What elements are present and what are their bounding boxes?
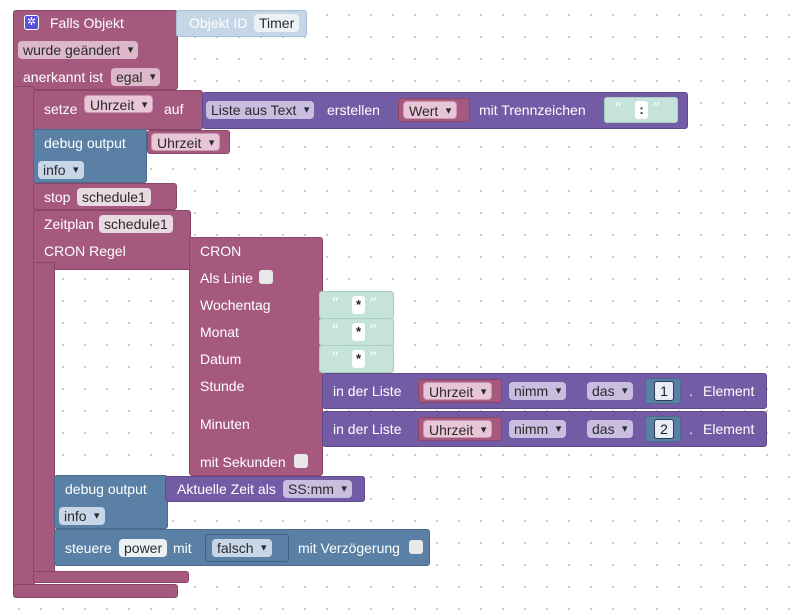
minutes-take-dropdown[interactable]: nimm — [509, 420, 567, 438]
minutes-index-value[interactable]: 2 — [654, 419, 674, 439]
separator-label: mit Trennzeichen — [479, 102, 586, 118]
hour-element-label: Element — [703, 383, 755, 399]
as-line-checkbox[interactable] — [259, 270, 273, 284]
minutes-variable-dropdown[interactable]: Uhrzeit — [423, 420, 493, 439]
object-id-label: Objekt ID — [189, 15, 248, 31]
date-value[interactable]: * — [352, 350, 365, 368]
control-with-label: mit — [173, 540, 192, 556]
schedule-label: Zeitplan — [44, 216, 94, 232]
schedule-name[interactable]: schedule1 — [99, 215, 173, 233]
control-delay-label: mit Verzögerung — [298, 540, 400, 556]
control-label: steuere — [65, 540, 112, 556]
debug-label-1: debug output — [44, 135, 126, 151]
value-dropdown[interactable]: Wert — [403, 101, 458, 120]
quote-close-icon: ” — [369, 294, 378, 313]
trigger-block-bottom — [13, 584, 178, 598]
debug-level-dropdown-2[interactable]: info — [59, 507, 105, 525]
hour-in-list-label: in der Liste — [333, 383, 402, 399]
minutes-dot-label: . — [689, 421, 693, 437]
weekday-value[interactable]: * — [352, 296, 365, 314]
schedule-block-bottom — [33, 571, 189, 583]
minutes-label: Minuten — [200, 416, 250, 432]
cron-rule-label: CRON Regel — [44, 243, 126, 259]
minutes-the-dropdown[interactable]: das — [587, 420, 633, 438]
debug-level-dropdown-1[interactable]: info — [38, 161, 84, 179]
set-variable-dropdown[interactable]: Uhrzeit — [84, 95, 154, 114]
with-seconds-checkbox[interactable] — [294, 454, 308, 468]
set-label: setze — [44, 101, 78, 117]
debug-label-2: debug output — [65, 481, 147, 497]
as-line-label: Als Linie — [200, 270, 253, 286]
control-value-dropdown[interactable]: falsch — [212, 539, 272, 557]
with-seconds-label: mit Sekunden — [200, 454, 286, 470]
hour-dot-label: . — [689, 383, 693, 399]
hour-the-dropdown[interactable]: das — [587, 382, 633, 400]
cron-label: CRON — [200, 243, 242, 259]
quote-close-icon: ” — [652, 99, 661, 118]
hour-list-block[interactable] — [322, 373, 767, 409]
hour-variable-dropdown[interactable]: Uhrzeit — [423, 382, 493, 401]
object-id-value[interactable]: Timer — [254, 14, 300, 32]
month-value[interactable]: * — [352, 323, 365, 341]
month-label: Monat — [200, 324, 239, 340]
ack-dropdown[interactable]: egal — [111, 68, 161, 86]
current-time-label: Aktuelle Zeit als — [177, 481, 276, 497]
trigger-block-left-rail — [13, 86, 35, 590]
hour-index-value[interactable]: 1 — [654, 381, 674, 401]
control-target[interactable]: power — [119, 539, 168, 557]
date-label: Datum — [200, 351, 242, 367]
quote-open-icon: “ — [614, 99, 623, 118]
trigger-title: Falls Objekt — [50, 15, 124, 31]
weekday-label: Wochentag — [200, 297, 271, 313]
hour-take-dropdown[interactable]: nimm — [509, 382, 567, 400]
quote-open-icon: “ — [331, 294, 340, 313]
schedule-block-rail — [33, 262, 55, 582]
quote-open-icon: “ — [331, 348, 340, 367]
minutes-in-list-label: in der Liste — [333, 421, 402, 437]
gear-icon[interactable]: ✲ — [24, 15, 39, 30]
control-delay-checkbox[interactable] — [409, 540, 423, 554]
hour-label: Stunde — [200, 378, 245, 394]
stop-schedule-name[interactable]: schedule1 — [77, 188, 151, 206]
event-dropdown[interactable]: wurde geändert — [18, 41, 139, 59]
quote-close-icon: ” — [369, 348, 378, 367]
list-from-text-dropdown[interactable]: Liste aus Text — [206, 101, 315, 119]
debug-variable-dropdown[interactable]: Uhrzeit — [151, 133, 221, 152]
ack-label: anerkannt ist — [23, 69, 104, 85]
create-label: erstellen — [327, 102, 380, 118]
date-text-block[interactable] — [319, 345, 394, 373]
time-format-dropdown[interactable]: SS:mm — [283, 480, 352, 498]
quote-close-icon: ” — [369, 321, 378, 340]
stop-label: stop — [44, 189, 71, 205]
minutes-element-label: Element — [703, 421, 755, 437]
separator-value[interactable]: : — [635, 101, 648, 119]
set-to-label: auf — [164, 101, 184, 117]
quote-open-icon: “ — [331, 321, 340, 340]
